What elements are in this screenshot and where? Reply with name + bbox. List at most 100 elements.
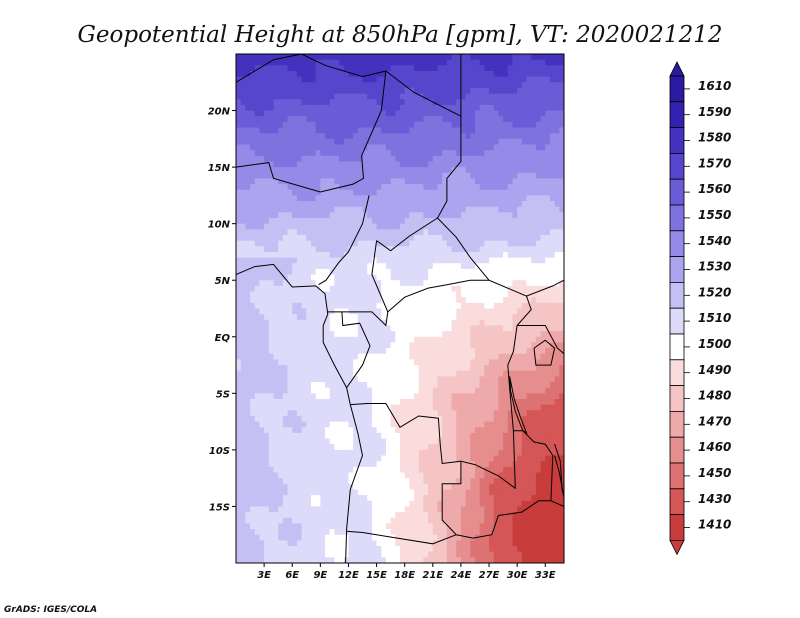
field-cell — [362, 99, 368, 106]
field-cell — [507, 201, 514, 208]
field-cell — [474, 432, 481, 440]
field-cell — [390, 70, 396, 78]
field-cell — [489, 150, 495, 157]
field-cell — [376, 76, 382, 83]
field-cell — [325, 398, 331, 406]
field-cell — [549, 263, 556, 270]
field-cell — [479, 336, 485, 344]
field-cell — [545, 246, 551, 253]
field-cell — [512, 302, 518, 310]
field-cell — [554, 150, 560, 157]
field-cell — [432, 382, 439, 389]
field-cell — [292, 348, 298, 355]
field-cell — [545, 291, 551, 298]
field-cell — [250, 291, 256, 298]
field-cell — [367, 155, 373, 163]
field-cell — [507, 167, 514, 174]
field-cell — [353, 150, 359, 157]
field-cell — [451, 415, 457, 423]
field-cell — [545, 127, 551, 134]
field-cell — [273, 297, 279, 304]
field-cell — [489, 70, 495, 78]
field-cell — [282, 291, 289, 298]
field-cell — [301, 308, 307, 315]
field-cell — [357, 280, 364, 287]
field-cell — [282, 59, 289, 66]
field-cell — [451, 331, 457, 338]
field-cell — [531, 336, 537, 344]
field-cell — [353, 376, 359, 383]
field-cell — [400, 365, 406, 372]
field-cell — [385, 161, 392, 168]
field-cell — [385, 87, 392, 95]
field-cell — [250, 82, 256, 89]
field-cell — [254, 127, 261, 134]
field-cell — [540, 297, 546, 304]
field-cell — [310, 257, 317, 264]
field-cell — [540, 370, 546, 377]
field-cell — [240, 314, 246, 321]
field-cell — [503, 365, 509, 372]
field-cell — [395, 54, 401, 61]
field-cell — [479, 234, 485, 242]
field-cell — [376, 184, 382, 191]
field-cell — [540, 218, 546, 225]
field-cell — [526, 138, 532, 146]
field-cell — [381, 167, 387, 174]
field-cell — [526, 370, 532, 377]
field-cell — [414, 280, 420, 287]
field-cell — [404, 155, 410, 163]
field-cell — [329, 246, 335, 253]
field-cell — [507, 76, 514, 83]
field-cell — [535, 161, 542, 168]
field-cell — [315, 382, 321, 389]
field-cell — [545, 54, 551, 61]
field-cell — [278, 218, 284, 225]
field-cell — [385, 342, 392, 349]
field-cell — [236, 121, 242, 129]
field-cell — [474, 342, 481, 349]
field-cell — [282, 167, 289, 174]
field-cell — [254, 144, 261, 151]
field-cell — [268, 223, 275, 230]
field-cell — [376, 432, 382, 440]
field-cell — [306, 201, 312, 208]
field-cell — [479, 404, 485, 411]
field-cell — [329, 336, 335, 344]
field-cell — [376, 291, 382, 298]
field-cell — [540, 342, 546, 349]
field-cell — [442, 178, 448, 185]
field-cell — [395, 251, 401, 259]
field-cell — [432, 218, 439, 225]
field-cell — [503, 110, 509, 117]
field-cell — [287, 184, 293, 191]
field-cell — [414, 376, 420, 383]
field-cell — [339, 99, 345, 106]
field-cell — [428, 87, 434, 95]
field-cell — [460, 404, 467, 411]
field-cell — [287, 93, 293, 100]
field-cell — [484, 189, 490, 196]
field-cell — [498, 291, 504, 298]
field-cell — [278, 415, 284, 423]
field-cell — [479, 280, 485, 287]
field-cell — [400, 449, 406, 457]
field-cell — [343, 65, 350, 72]
field-cell — [357, 297, 364, 304]
field-cell — [292, 184, 298, 191]
field-cell — [287, 116, 293, 123]
field-cell — [503, 314, 509, 321]
field-cell — [554, 54, 560, 61]
field-cell — [446, 348, 453, 355]
field-cell — [385, 398, 392, 406]
field-cell — [442, 319, 448, 327]
field-cell — [507, 314, 514, 321]
field-cell — [250, 116, 256, 123]
field-cell — [437, 110, 443, 117]
field-cell — [545, 172, 551, 180]
field-cell — [310, 127, 317, 134]
field-cell — [554, 234, 560, 242]
field-cell — [362, 280, 368, 287]
field-cell — [428, 195, 434, 202]
field-cell — [292, 206, 298, 213]
